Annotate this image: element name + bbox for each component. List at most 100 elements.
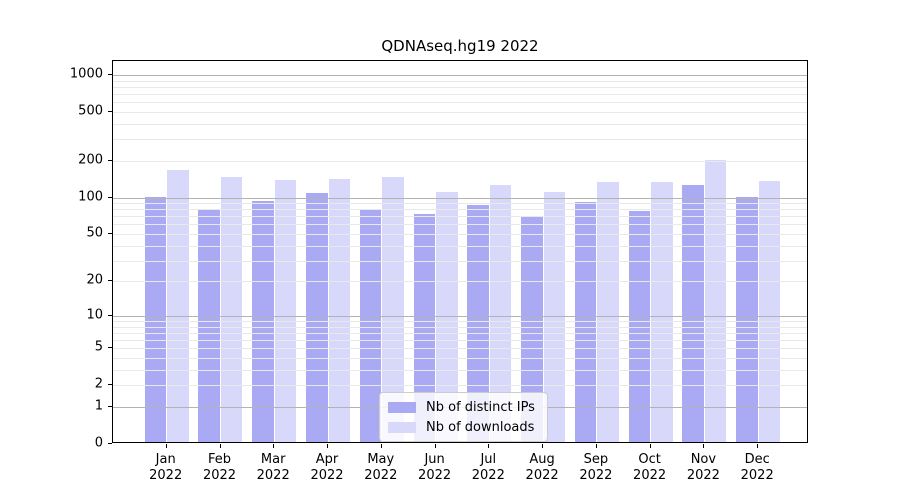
bar-downloads-nov xyxy=(704,160,727,442)
x-tick xyxy=(434,444,436,448)
y-tick-label: 1 xyxy=(94,398,103,414)
gridline-minor xyxy=(113,234,807,235)
bar-downloads-oct xyxy=(651,182,673,442)
gridline-minor xyxy=(113,245,807,247)
bar-downloads-sep xyxy=(597,182,619,442)
gridline-minor xyxy=(113,348,807,350)
x-tick xyxy=(542,444,544,448)
y-tick xyxy=(108,111,112,112)
bar-ips-may xyxy=(359,208,382,442)
bar-ips-nov xyxy=(682,185,704,442)
gridline-minor xyxy=(113,281,807,283)
x-tick xyxy=(595,444,597,448)
x-tick-label: Feb 2022 xyxy=(202,452,237,483)
bar-ips-oct xyxy=(628,210,651,442)
y-tick-label: 200 xyxy=(78,152,103,168)
bar-downloads-jul xyxy=(489,185,512,442)
gridline-minor xyxy=(113,260,807,262)
bar-downloads-jan xyxy=(167,169,189,442)
bar-downloads-mar xyxy=(274,180,297,442)
bar-ips-jan xyxy=(144,197,167,442)
bar-ips-feb xyxy=(198,208,220,442)
bar-ips-jul xyxy=(467,204,489,442)
x-tick xyxy=(649,444,651,448)
x-tick-label: Jan 2022 xyxy=(149,452,183,483)
x-tick-label: Sep 2022 xyxy=(579,452,613,483)
y-tick xyxy=(108,406,112,407)
y-tick xyxy=(108,314,112,316)
x-tick xyxy=(165,444,167,448)
y-tick xyxy=(108,280,112,282)
y-tick-label: 100 xyxy=(78,189,103,204)
gridline-minor xyxy=(113,358,807,359)
gridline-minor xyxy=(113,332,807,334)
x-tick-label: Jul 2022 xyxy=(471,452,505,483)
x-tick-label: Aug 2022 xyxy=(525,452,559,483)
legend-swatch-ips xyxy=(388,401,416,413)
gridline-minor xyxy=(113,385,807,387)
gridline-minor xyxy=(113,209,807,211)
bar-downloads-feb xyxy=(220,176,243,442)
gridline-major xyxy=(113,315,807,317)
y-tick xyxy=(108,74,112,75)
bar-ips-apr xyxy=(306,193,328,442)
gridline-minor xyxy=(113,94,807,95)
y-tick xyxy=(108,233,112,234)
gridline-major xyxy=(113,197,807,199)
y-tick xyxy=(108,443,112,444)
x-tick-label: Oct 2022 xyxy=(633,452,667,483)
legend: Nb of distinct IPs Nb of downloads xyxy=(379,392,548,442)
gridline-minor xyxy=(113,139,807,141)
y-tick xyxy=(108,384,112,386)
x-tick-label: Dec 2022 xyxy=(740,452,774,483)
bar-downloads-may xyxy=(382,176,404,442)
gridline-minor xyxy=(113,321,807,322)
gridline-minor xyxy=(113,112,807,113)
y-tick-label: 0 xyxy=(94,435,103,451)
legend-label: Nb of downloads xyxy=(426,419,535,435)
x-tick-label: Jun 2022 xyxy=(418,452,452,483)
bar-downloads-aug xyxy=(543,191,566,442)
y-tick xyxy=(108,347,112,349)
bar-downloads-jun xyxy=(436,191,458,442)
y-tick-label: 1000 xyxy=(69,66,103,82)
x-tick-label: May 2022 xyxy=(364,452,398,483)
legend-label: Nb of distinct IPs xyxy=(426,399,535,415)
gridline-minor xyxy=(113,123,807,125)
y-tick-label: 20 xyxy=(86,272,103,288)
gridline-minor xyxy=(113,102,807,104)
bar-ips-dec xyxy=(736,196,758,442)
gridline-minor xyxy=(113,216,807,218)
legend-swatch-downloads xyxy=(388,421,416,433)
gridline-minor xyxy=(113,326,807,328)
gridline-minor xyxy=(113,80,807,82)
y-tick-label: 5 xyxy=(94,339,103,355)
x-tick xyxy=(327,444,328,448)
gridline-minor xyxy=(113,370,807,371)
y-tick xyxy=(108,196,112,198)
chart-title: QDNAseq.hg19 2022 xyxy=(381,37,539,55)
x-tick xyxy=(380,444,382,448)
y-tick xyxy=(108,159,112,161)
gridline-major xyxy=(113,75,807,76)
grid-layer xyxy=(113,61,807,442)
bar-ips-jun xyxy=(413,213,436,442)
gridline-minor xyxy=(113,86,807,88)
x-tick xyxy=(488,444,490,448)
x-tick-label: Mar 2022 xyxy=(256,452,290,483)
x-tick-label: Apr 2022 xyxy=(310,452,344,483)
x-tick xyxy=(703,444,705,448)
bar-ips-sep xyxy=(574,202,597,442)
x-tick xyxy=(273,444,275,448)
gridline-minor xyxy=(113,224,807,226)
gridline-minor xyxy=(113,160,807,162)
y-tick-label: 50 xyxy=(86,225,103,241)
x-tick-label: Nov 2022 xyxy=(686,452,720,483)
plot-area: Nb of distinct IPs Nb of downloads xyxy=(112,60,808,443)
bar-downloads-apr xyxy=(328,178,350,442)
y-tick-label: 2 xyxy=(94,376,103,392)
legend-item: Nb of distinct IPs xyxy=(388,399,535,415)
gridline-minor xyxy=(113,203,807,205)
x-tick xyxy=(757,444,759,448)
